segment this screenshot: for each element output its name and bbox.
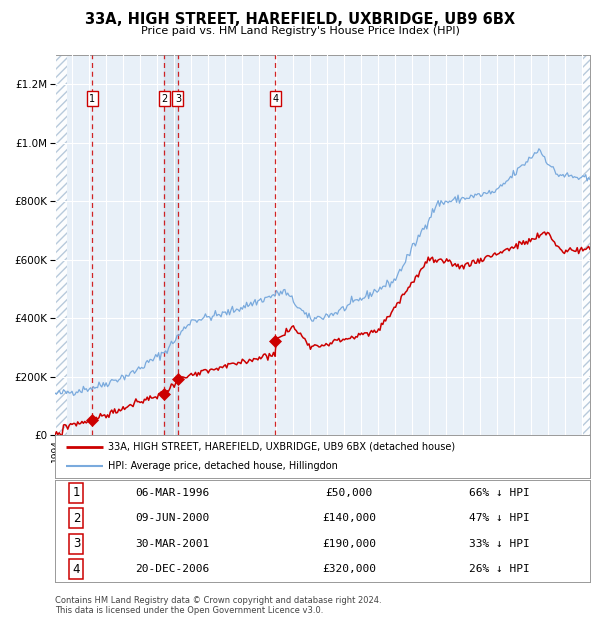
Text: 1: 1 [73, 486, 80, 499]
Bar [164, 55, 178, 435]
Text: HPI: Average price, detached house, Hillingdon: HPI: Average price, detached house, Hill… [109, 461, 338, 471]
Text: 20-DEC-2006: 20-DEC-2006 [136, 564, 210, 574]
Text: 66% ↓ HPI: 66% ↓ HPI [469, 488, 529, 498]
Text: £50,000: £50,000 [326, 488, 373, 498]
Text: £320,000: £320,000 [322, 564, 376, 574]
Text: 3: 3 [175, 94, 181, 104]
Bar [55, 55, 67, 435]
Text: 09-JUN-2000: 09-JUN-2000 [136, 513, 210, 523]
Text: 2: 2 [161, 94, 167, 104]
Text: 2: 2 [73, 512, 80, 525]
Text: Price paid vs. HM Land Registry's House Price Index (HPI): Price paid vs. HM Land Registry's House … [140, 26, 460, 36]
Text: 33% ↓ HPI: 33% ↓ HPI [469, 539, 529, 549]
Text: 47% ↓ HPI: 47% ↓ HPI [469, 513, 529, 523]
Text: 1: 1 [89, 94, 95, 104]
Text: 33A, HIGH STREET, HAREFIELD, UXBRIDGE, UB9 6BX (detached house): 33A, HIGH STREET, HAREFIELD, UXBRIDGE, U… [109, 441, 455, 451]
Bar [581, 55, 590, 435]
Text: Contains HM Land Registry data © Crown copyright and database right 2024.
This d: Contains HM Land Registry data © Crown c… [55, 596, 382, 615]
Text: 4: 4 [73, 563, 80, 576]
Text: £190,000: £190,000 [322, 539, 376, 549]
Text: 06-MAR-1996: 06-MAR-1996 [136, 488, 210, 498]
Text: 33A, HIGH STREET, HAREFIELD, UXBRIDGE, UB9 6BX: 33A, HIGH STREET, HAREFIELD, UXBRIDGE, U… [85, 12, 515, 27]
Text: 30-MAR-2001: 30-MAR-2001 [136, 539, 210, 549]
Text: £140,000: £140,000 [322, 513, 376, 523]
Text: 26% ↓ HPI: 26% ↓ HPI [469, 564, 529, 574]
Text: 3: 3 [73, 538, 80, 551]
Text: 4: 4 [272, 94, 278, 104]
